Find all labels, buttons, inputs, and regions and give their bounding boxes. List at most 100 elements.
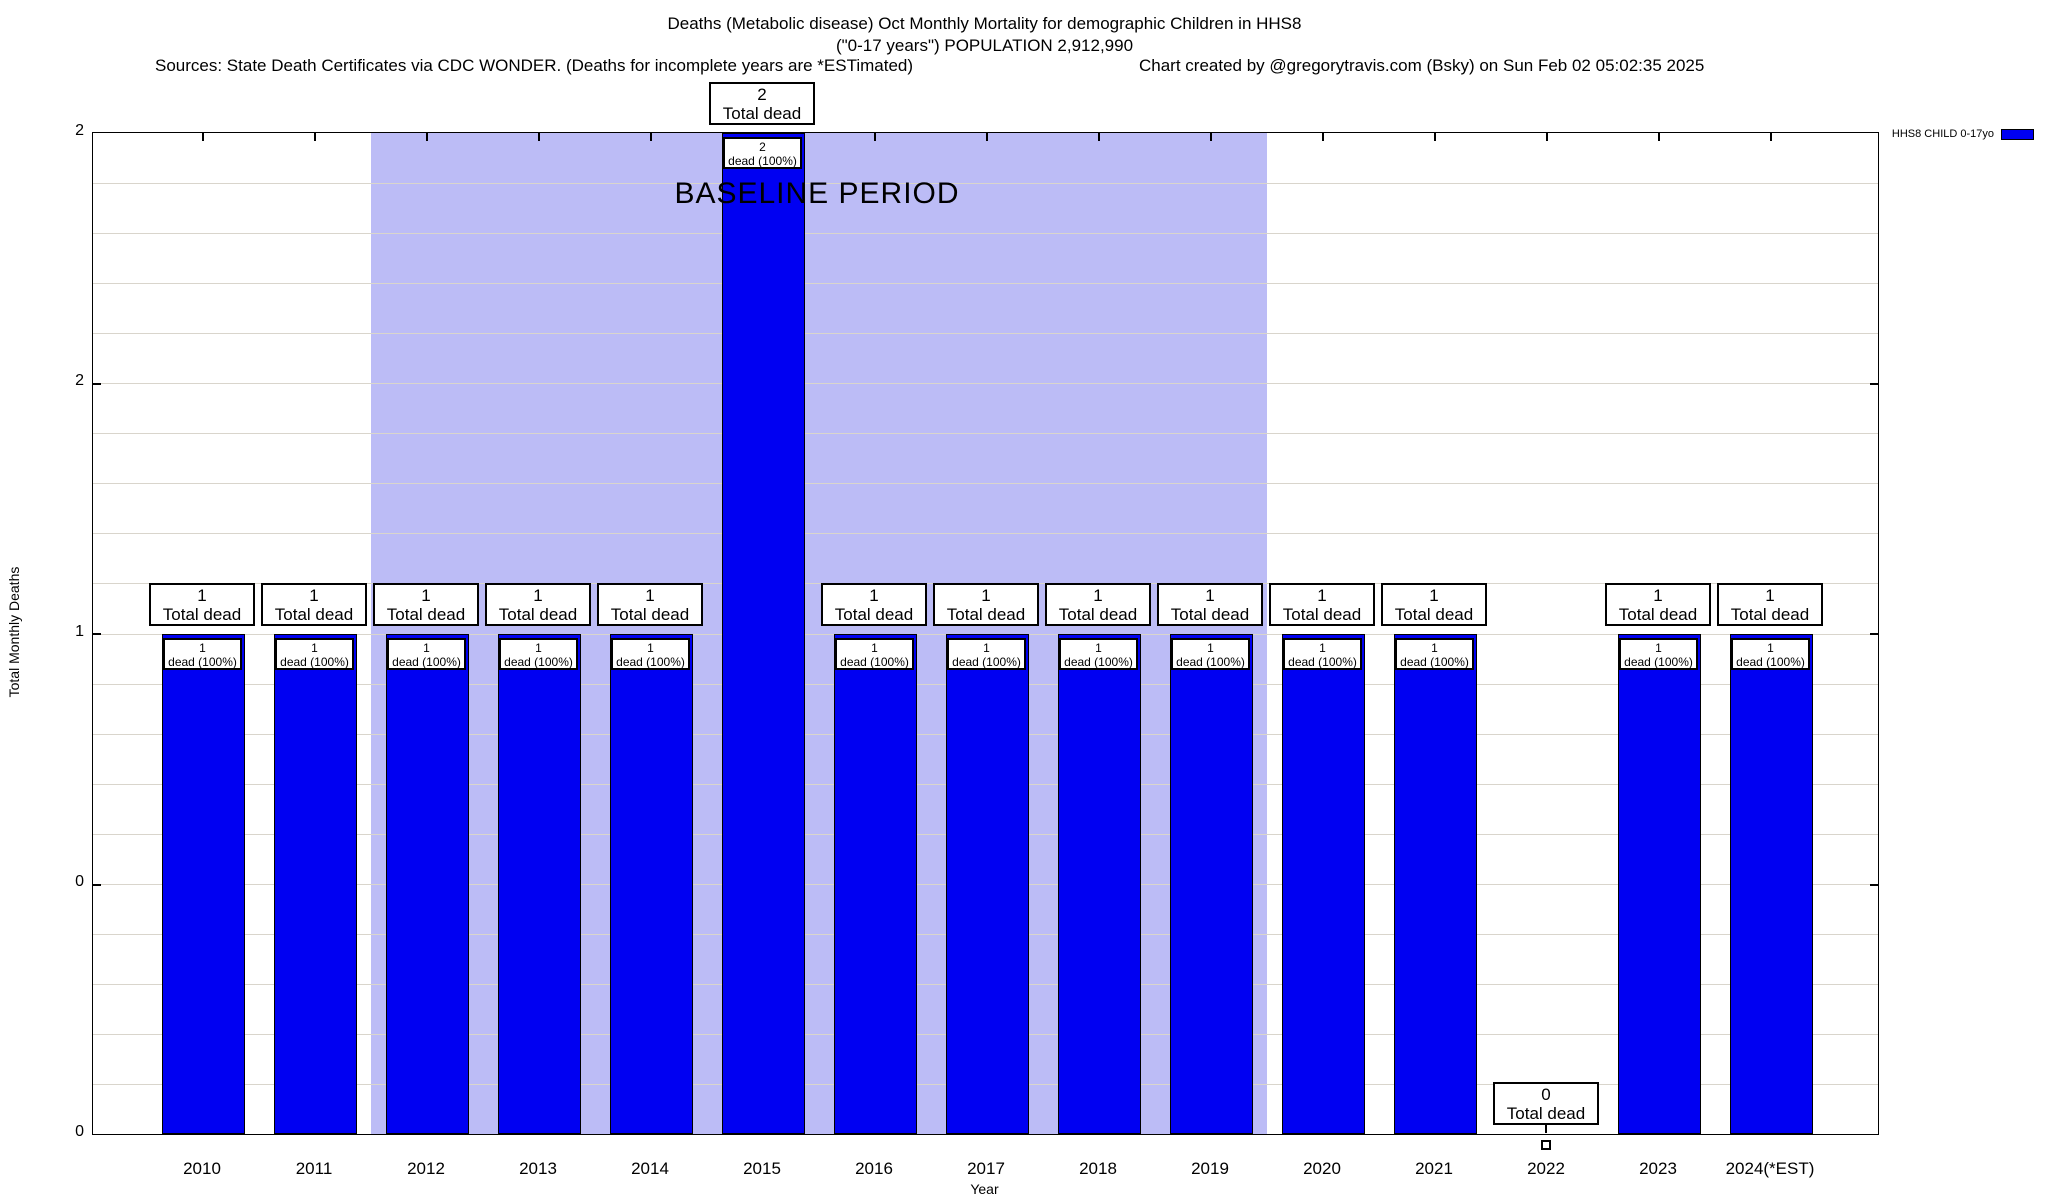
bar-2016	[833, 633, 917, 1134]
total-dead-caption: Total dead	[610, 604, 690, 624]
dead-count: 1	[871, 640, 878, 655]
baseline-period-label: BASELINE PERIOD	[674, 177, 960, 210]
y-tick-label: 0	[75, 872, 84, 890]
dead-count: 1	[1319, 640, 1326, 655]
legend-swatch	[2001, 128, 2034, 140]
x-tick-mark	[1434, 133, 1436, 141]
y-axis-title: Total Monthly Deaths	[6, 566, 22, 698]
plot-area: 1 dead (100%) 1 dead (100%) 1 dead (100%) 1 dea…	[92, 132, 1879, 1135]
bar-2012	[385, 633, 469, 1134]
x-tick-label-2022: 2022	[1527, 1159, 1565, 1178]
y-tick-label: 1	[75, 622, 84, 640]
bar-2010	[161, 633, 245, 1134]
dead-pct-box-2011: 1 dead (100%)	[275, 637, 354, 670]
dead-count: 1	[1655, 640, 1662, 655]
x-tick-mark	[202, 133, 204, 141]
gridline	[93, 283, 1878, 284]
total-dead-box-2024(*EST): 1 Total dead	[1717, 582, 1823, 626]
total-dead-box-2011: 1 Total dead	[261, 582, 367, 626]
dead-pct-box-2017: 1 dead (100%)	[947, 637, 1026, 670]
total-dead-caption: Total dead	[1058, 604, 1138, 624]
sources-note: Sources: State Death Certificates via CD…	[155, 56, 914, 75]
bar-2024(*EST)	[1729, 633, 1813, 1134]
total-dead-count: 1	[1429, 585, 1439, 605]
total-dead-count: 2	[757, 85, 767, 104]
total-dead-caption: Total dead	[498, 604, 578, 624]
x-tick-label-2010: 2010	[183, 1159, 221, 1178]
y-tick-label: 2	[75, 372, 84, 390]
zero-bar-stem-2022	[1545, 1125, 1547, 1133]
dead-pct-caption: dead (100%)	[1736, 654, 1805, 669]
x-tick-label-2019: 2019	[1191, 1159, 1229, 1178]
gridline	[93, 483, 1878, 484]
chart-title: Deaths (Metabolic disease) Oct Monthly M…	[667, 14, 1302, 33]
y-tick-label: 2	[75, 122, 84, 139]
x-axis-title: Year	[970, 1181, 999, 1197]
gridline	[93, 183, 1878, 184]
total-dead-box-2022: 0 Total dead	[1493, 1082, 1599, 1125]
x-tick-mark	[538, 133, 540, 141]
total-dead-caption: Total dead	[1618, 604, 1698, 624]
gridline	[93, 333, 1878, 334]
zero-dead-box-2022	[1541, 1140, 1551, 1150]
total-dead-count: 1	[1653, 585, 1663, 605]
total-dead-count: 1	[1205, 585, 1215, 605]
total-dead-caption: Total dead	[722, 104, 802, 123]
total-dead-caption: Total dead	[386, 604, 466, 624]
dead-pct-caption: dead (100%)	[728, 154, 797, 168]
dead-count: 1	[1095, 640, 1102, 655]
bar-2013	[497, 633, 581, 1134]
total-dead-box-2012: 1 Total dead	[373, 582, 479, 626]
total-dead-box-2013: 1 Total dead	[485, 582, 591, 626]
total-dead-count: 0	[1541, 1085, 1551, 1104]
dead-pct-box-2024(*EST): 1 dead (100%)	[1731, 637, 1810, 670]
y-tick-mark	[1870, 383, 1878, 385]
dead-pct-box-2010: 1 dead (100%)	[163, 637, 242, 670]
gridline	[93, 233, 1878, 234]
dead-pct-caption: dead (100%)	[168, 654, 237, 669]
dead-pct-caption: dead (100%)	[504, 654, 573, 669]
y-tick-mark	[93, 884, 101, 886]
dead-count: 1	[983, 640, 990, 655]
bar-2018	[1057, 633, 1141, 1134]
total-dead-count: 1	[645, 585, 655, 605]
dead-pct-caption: dead (100%)	[1176, 654, 1245, 669]
gridline	[93, 533, 1878, 534]
dead-count: 1	[1431, 640, 1438, 655]
total-dead-box-2021: 1 Total dead	[1381, 582, 1487, 626]
total-dead-count: 1	[1765, 585, 1775, 605]
total-dead-count: 1	[1093, 585, 1103, 605]
total-dead-count: 1	[981, 585, 991, 605]
dead-pct-box-2020: 1 dead (100%)	[1283, 637, 1362, 670]
total-dead-caption: Total dead	[162, 604, 242, 624]
dead-count: 1	[423, 640, 430, 655]
chart-subtitle: ("0-17 years") POPULATION 2,912,990	[835, 36, 1134, 55]
y-tick-mark	[1870, 884, 1878, 886]
dead-count: 1	[535, 640, 542, 655]
dead-pct-box-2016: 1 dead (100%)	[835, 637, 914, 670]
bar-2023	[1617, 633, 1701, 1134]
bar-2017	[945, 633, 1029, 1134]
total-dead-box-2019: 1 Total dead	[1157, 582, 1263, 626]
total-dead-caption: Total dead	[1282, 604, 1362, 624]
legend: HHS8 CHILD 0-17yo	[1790, 128, 2034, 140]
total-dead-count: 1	[421, 585, 431, 605]
gridline	[93, 433, 1878, 434]
dead-pct-box-2021: 1 dead (100%)	[1395, 637, 1474, 670]
total-dead-caption: Total dead	[946, 604, 1026, 624]
dead-pct-caption: dead (100%)	[392, 654, 461, 669]
x-tick-label-2021: 2021	[1415, 1159, 1453, 1178]
dead-count: 1	[311, 640, 318, 655]
dead-pct-caption: dead (100%)	[616, 654, 685, 669]
x-tick-mark	[874, 133, 876, 141]
x-tick-mark	[650, 133, 652, 141]
total-dead-box-2015: 2 Total dead	[709, 82, 815, 125]
x-tick-mark	[314, 133, 316, 141]
bar-2015	[721, 133, 805, 1134]
total-dead-caption: Total dead	[834, 604, 914, 624]
x-tick-label-2013: 2013	[519, 1159, 557, 1178]
dead-pct-caption: dead (100%)	[1064, 654, 1133, 669]
x-tick-mark	[1658, 133, 1660, 141]
bar-2011	[273, 633, 357, 1134]
